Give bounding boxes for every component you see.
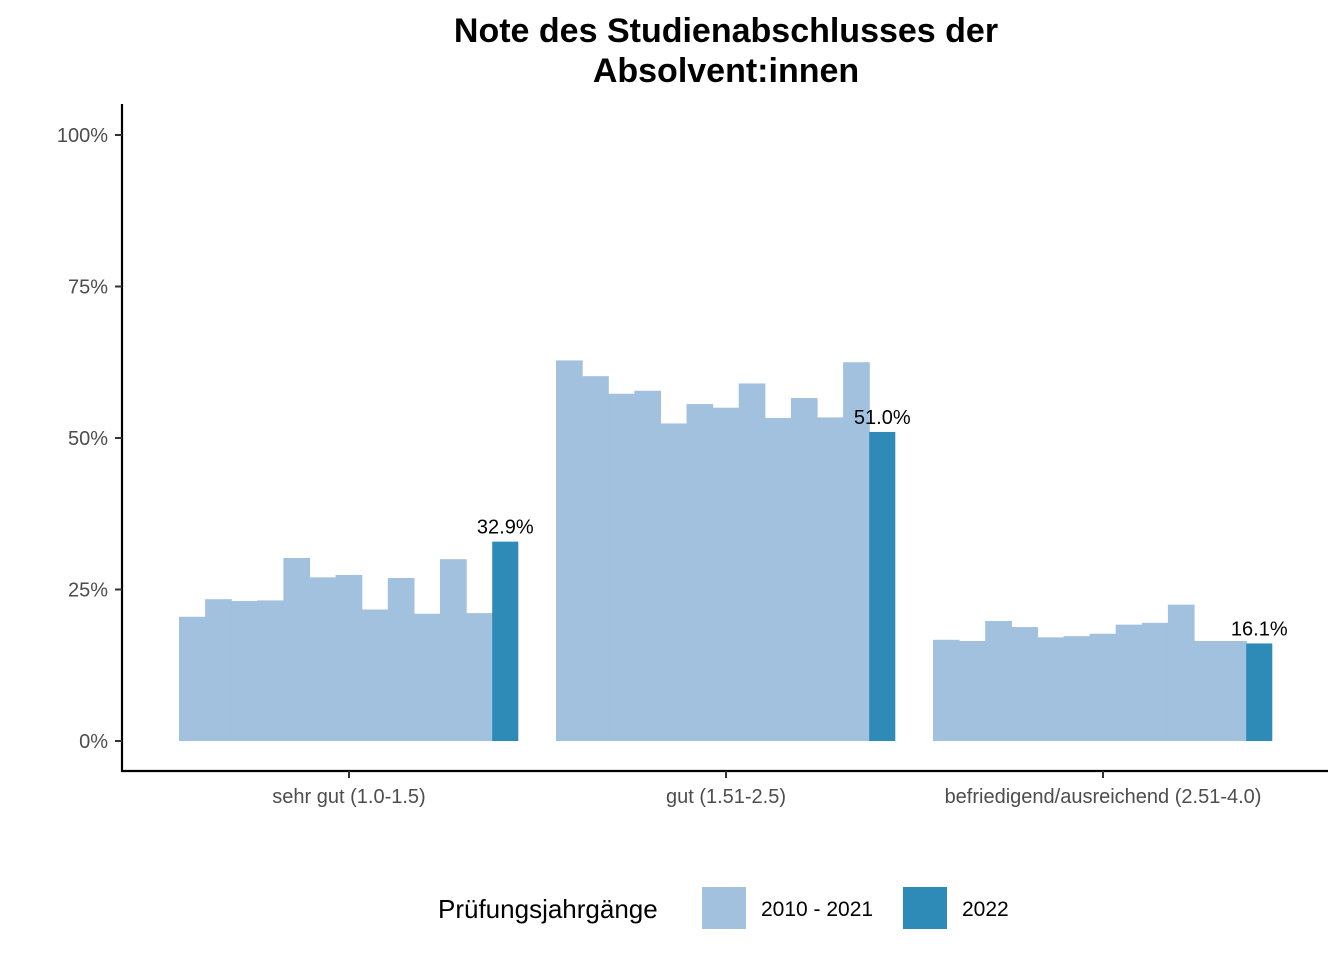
chart-title-line-2: Absolvent:innen (593, 52, 859, 90)
bar-2010-2021-group-1-7 (335, 574, 363, 741)
legend-title: Prüfungsjahrgänge (438, 894, 658, 924)
plot-area: 32.9% 51.0% 16.1% 0% 25% 50% 75% 100% sehr gut (… (57, 104, 1328, 808)
data-label-2022-group-1: 32.9% (477, 517, 534, 539)
bar-2010-2021-group-1-2 (205, 599, 232, 741)
bar-2010-2021-group-2-5 (660, 423, 688, 741)
x-tick-label-1: gut (1.51-2.5) (666, 786, 786, 808)
legend-label-2022: 2022 (962, 898, 1009, 921)
bar-2010-2021-group-3-9 (1141, 622, 1169, 741)
legend-label-2010-2021: 2010 - 2021 (761, 898, 873, 921)
bar-2010-2021-group-1-4 (257, 600, 284, 741)
bar-2010-2021-group-2-7 (712, 407, 740, 741)
chart-title-line-1: Note des Studienabschlusses der (454, 12, 998, 50)
bar-2010-2021-group-3-5 (1037, 637, 1065, 741)
x-tick-label-0: sehr gut (1.0-1.5) (272, 786, 425, 808)
bar-2010-2021-group-3-7 (1089, 633, 1117, 741)
data-label-2022-group-3: 16.1% (1231, 618, 1288, 640)
bar-2010-2021-group-1-10 (413, 613, 441, 741)
bar-2010-2021-group-3-1 (933, 639, 960, 741)
bar-2010-2021-group-3-8 (1115, 624, 1143, 741)
legend: Prüfungsjahrgänge 2010 - 2021 2022 (438, 887, 1009, 929)
bar-2010-2021-group-1-5 (283, 557, 311, 741)
bar-2010-2021-group-2-8 (738, 383, 766, 741)
bar-2010-2021-group-1-6 (309, 577, 337, 741)
bar-2010-2021-group-1-11 (440, 559, 467, 741)
bar-2022-group-1 (492, 541, 519, 741)
bar-2010-2021-group-2-9 (764, 418, 792, 741)
bar-2010-2021-group-1-8 (361, 609, 389, 741)
bar-2010-2021-group-1-3 (231, 601, 258, 741)
y-tick-label-0: 0% (79, 731, 108, 753)
y-tick-label-1: 25% (68, 580, 108, 602)
bar-2010-2021-group-1-12 (466, 613, 493, 741)
bar-2010-2021-group-2-6 (686, 404, 714, 741)
bar-2010-2021-group-2-12 (843, 362, 870, 741)
y-tick-label-3: 75% (68, 277, 108, 299)
bar-2010-2021-group-2-11 (817, 417, 844, 741)
bar-2010-2021-group-2-4 (634, 390, 661, 741)
x-tick-label-2: befriedigend/ausreichend (2.51-4.0) (945, 786, 1262, 808)
bar-2010-2021-group-1-9 (387, 577, 415, 741)
bar-2010-2021-group-1-1 (179, 616, 206, 741)
bar-2010-2021-group-2-3 (608, 393, 635, 741)
y-tick-label-2: 50% (68, 428, 108, 450)
bar-2010-2021-group-2-2 (582, 376, 609, 741)
bar-2010-2021-group-3-2 (959, 641, 986, 741)
data-label-2022-group-2: 51.0% (854, 407, 911, 429)
bar-2010-2021-group-2-10 (790, 398, 818, 741)
bar-2010-2021-group-3-3 (985, 621, 1012, 741)
bar-2010-2021-group-3-12 (1220, 641, 1247, 741)
bar-2010-2021-group-3-6 (1063, 636, 1091, 741)
bar-2010-2021-group-2-1 (556, 360, 583, 741)
y-tick-label-4: 100% (57, 125, 108, 147)
bar-2010-2021-group-3-11 (1194, 641, 1221, 741)
legend-swatch-2022 (903, 887, 947, 929)
chart-title: Note des Studienabschlusses der Absolven… (454, 12, 998, 90)
bar-2022-group-3 (1246, 643, 1273, 741)
bar-2010-2021-group-3-4 (1011, 627, 1038, 741)
bar-2022-group-2 (869, 431, 896, 741)
bar-2010-2021-group-3-10 (1167, 604, 1195, 741)
legend-swatch-2010-2021 (702, 887, 746, 929)
